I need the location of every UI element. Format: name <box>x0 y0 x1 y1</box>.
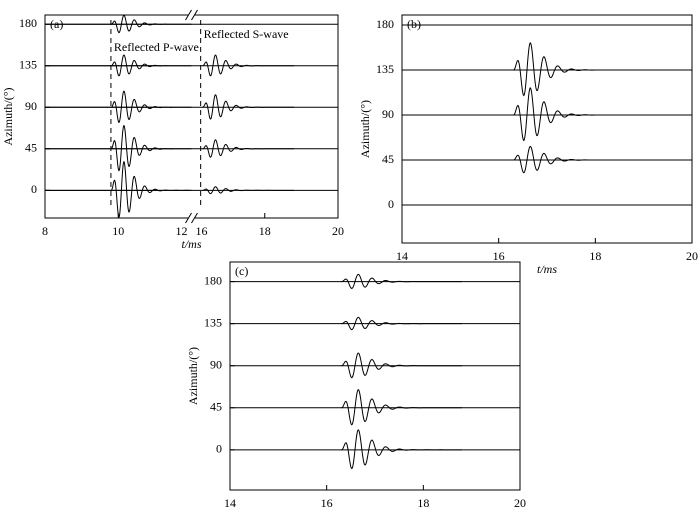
y-tick-label: 135 <box>376 62 394 76</box>
y-tick-label: 180 <box>19 16 37 30</box>
plot-frame <box>401 14 693 244</box>
waveform <box>341 352 462 379</box>
panel: (c) 0 45 90 135 180 14 16 18 20 t/ms Azimuth/(°) <box>186 261 526 512</box>
x-tick-label: 14 <box>396 249 408 263</box>
x-tick-label: 20 <box>514 496 526 510</box>
x-tick-label: 16 <box>196 224 208 238</box>
axis-break-mark <box>185 212 192 224</box>
waveform <box>202 139 295 158</box>
panel-label: (b) <box>407 17 421 31</box>
waveform <box>513 146 634 174</box>
waveform <box>45 125 192 172</box>
y-tick-label: 135 <box>204 315 222 329</box>
y-axis-label: Azimuth/(°) <box>1 87 15 145</box>
annotation: Reflected P-wave <box>114 40 199 54</box>
y-tick-label: 0 <box>31 182 37 196</box>
y-axis-label: Azimuth/(°) <box>358 100 372 158</box>
y-tick-label: 135 <box>19 58 37 72</box>
y-axis-label: Azimuth/(°) <box>186 347 200 405</box>
waveform <box>341 389 462 426</box>
waveform <box>513 87 634 142</box>
y-tick-label: 90 <box>382 107 394 121</box>
x-axis-label: t/ms <box>181 237 201 251</box>
y-tick-label: 90 <box>210 357 222 371</box>
plot-frame <box>229 261 521 491</box>
x-tick-label: 20 <box>332 224 344 238</box>
waveform <box>341 273 462 289</box>
axis-break-mark <box>185 9 192 21</box>
x-tick-label: 10 <box>112 224 124 238</box>
x-tick-label: 14 <box>224 496 236 510</box>
waveform <box>513 42 634 97</box>
axis-break-gap <box>188 10 195 20</box>
x-tick-label: 8 <box>42 224 48 238</box>
y-tick-label: 90 <box>25 99 37 113</box>
waveform <box>45 161 192 219</box>
x-tick-label: 18 <box>589 249 601 263</box>
x-axis-label: t/ms <box>537 262 557 276</box>
waveform <box>341 316 462 331</box>
waveform <box>45 54 192 77</box>
waveform <box>341 429 462 470</box>
x-tick-label: 16 <box>321 496 333 510</box>
y-tick-label: 45 <box>382 152 394 166</box>
y-tick-label: 180 <box>204 273 222 287</box>
x-tick-label: 20 <box>686 249 698 263</box>
x-tick-label: 18 <box>259 224 271 238</box>
axis-break-mark <box>191 9 198 21</box>
waveform <box>202 94 295 120</box>
x-tick-label: 16 <box>493 249 505 263</box>
waveform <box>45 14 192 34</box>
y-tick-label: 0 <box>388 197 394 211</box>
y-tick-label: 45 <box>25 141 37 155</box>
y-tick-label: 45 <box>210 400 222 414</box>
x-tick-label: 12 <box>176 224 188 238</box>
waveform <box>45 90 192 124</box>
axis-break-gap <box>188 213 195 223</box>
x-axis-label: t/ms <box>365 509 385 512</box>
x-tick-label: 18 <box>417 496 429 510</box>
y-tick-label: 180 <box>376 17 394 31</box>
axis-break-mark <box>191 212 198 224</box>
panel-label: (c) <box>235 264 248 278</box>
waveform <box>202 54 295 77</box>
waveform <box>202 186 295 195</box>
y-tick-label: 0 <box>216 442 222 456</box>
panel: (b) 0 45 90 135 180 14 16 18 20 t/ms Azimuth/(°) <box>358 14 698 276</box>
annotation: Reflected S-wave <box>204 27 289 41</box>
